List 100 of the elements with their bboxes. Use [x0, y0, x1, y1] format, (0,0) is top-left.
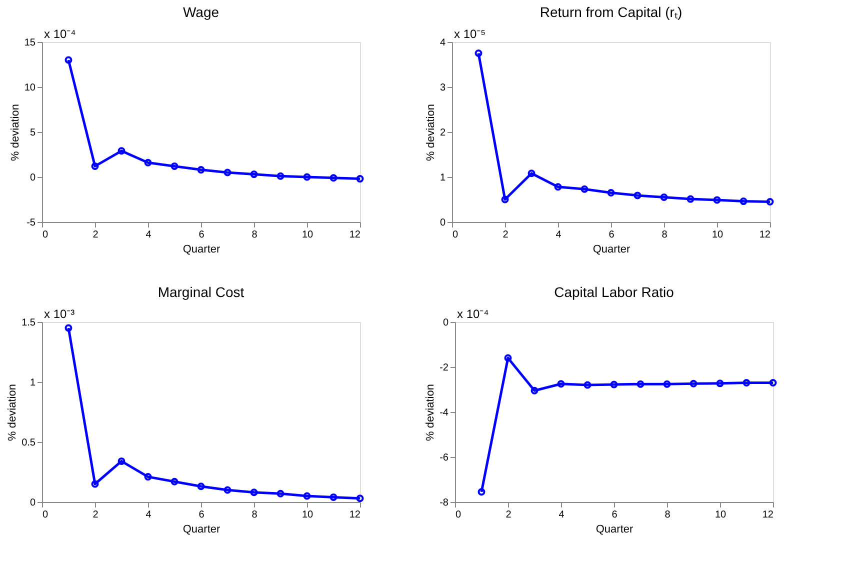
y-tick-label: -4: [440, 408, 449, 418]
text: x 10⁻⁵: [454, 27, 486, 41]
x-tick-label: 8: [252, 230, 258, 240]
point: [197, 482, 205, 490]
x-tick-label: 10: [302, 230, 314, 240]
chart-title: Marginal Cost: [158, 284, 244, 300]
point: [303, 173, 311, 181]
point: [636, 380, 644, 388]
y-tick-label: 5: [30, 128, 36, 138]
point: [276, 172, 284, 180]
point: [170, 478, 178, 486]
x-tick-label: 10: [714, 510, 726, 520]
point: [557, 380, 565, 388]
point: [716, 380, 724, 388]
y-tick-label: 10: [24, 82, 36, 94]
point: [580, 185, 588, 193]
y-axis-title: % deviation: [9, 104, 22, 161]
y-axis-title: % deviation: [424, 384, 437, 441]
x-tick-label: 2: [506, 510, 512, 520]
point: [91, 162, 99, 170]
point: [634, 192, 642, 200]
point: [686, 195, 694, 203]
text: x 10⁻⁴: [44, 27, 76, 41]
x-tick-label: 6: [612, 510, 618, 520]
x-axis-title: Quarter: [596, 524, 634, 536]
point: [250, 488, 258, 496]
point: [663, 380, 671, 388]
text: x 10⁻⁴: [457, 307, 489, 321]
point: [118, 457, 126, 465]
x-tick-label: 2: [502, 230, 509, 240]
y-tick-label: 1: [440, 172, 446, 184]
x-tick-label: 2: [92, 510, 99, 520]
point: [330, 174, 338, 182]
point: [504, 354, 512, 362]
x-tick-label: 4: [556, 230, 562, 240]
x-tick-label: 10: [302, 510, 314, 520]
y-tick-label: 0: [440, 218, 446, 228]
chart-title: Return from Capital (rₜ): [540, 4, 682, 20]
y-tick-label: 1: [30, 378, 36, 388]
point: [197, 166, 205, 174]
point: [303, 492, 311, 500]
point: [170, 162, 178, 170]
x-axis-title: Quarter: [182, 524, 220, 536]
x-axis-title: Quarter: [592, 244, 630, 256]
x-tick-label: 0: [42, 510, 48, 520]
y-tick-label: 1.5: [22, 318, 36, 328]
point: [276, 490, 284, 498]
point: [740, 198, 748, 206]
y-axis-title: % deviation: [6, 384, 19, 441]
x-tick-label: 0: [452, 230, 458, 240]
x-tick-label: 4: [146, 230, 152, 240]
y-tick-label: -2: [440, 362, 449, 374]
x-tick-label: 10: [712, 230, 724, 240]
point: [528, 170, 536, 178]
point: [224, 486, 232, 494]
point: [501, 196, 509, 204]
x-tick-label: 12: [349, 230, 361, 240]
y-tick-label: 0: [30, 498, 36, 508]
point: [610, 380, 618, 388]
point: [742, 379, 750, 386]
point: [118, 147, 126, 155]
point: [584, 381, 592, 389]
x-tick-label: 0: [42, 230, 48, 240]
chart-title: Capital Labor Ratio: [554, 284, 674, 300]
point: [660, 194, 668, 201]
point: [224, 168, 232, 176]
y-tick-label: -6: [440, 452, 449, 464]
x-tick-label: 0: [456, 510, 462, 520]
point: [607, 189, 615, 196]
x-tick-label: 8: [664, 510, 671, 520]
x-tick-label: 8: [662, 230, 668, 240]
point: [330, 493, 338, 501]
point: [554, 183, 562, 191]
x-tick-label: 6: [608, 230, 615, 240]
point: [713, 196, 721, 204]
y-tick-label: 3: [440, 82, 446, 94]
y-tick-label: 15: [24, 38, 36, 48]
x-tick-label: 8: [252, 510, 258, 520]
y-tick-label: -5: [26, 218, 36, 228]
x-tick-label: 12: [762, 510, 774, 520]
x-tick-label: 6: [198, 510, 205, 520]
chart-title: Wage: [182, 4, 220, 20]
point: [530, 386, 538, 394]
point: [250, 170, 258, 178]
point: [91, 480, 99, 488]
x-tick-label: 2: [92, 230, 99, 240]
y-tick-label: 4: [440, 38, 446, 48]
text: x 10⁻³: [44, 307, 75, 321]
x-tick-label: 6: [198, 230, 205, 240]
x-tick-label: 12: [759, 230, 771, 240]
point: [690, 380, 698, 388]
y-tick-label: 2: [440, 128, 446, 138]
point: [144, 158, 152, 166]
y-tick-label: 0.5: [22, 438, 36, 448]
x-axis-title: Quarter: [182, 244, 220, 256]
x-tick-label: 4: [558, 510, 565, 520]
y-tick-label: -8: [440, 498, 449, 508]
y-tick-label: 0: [442, 318, 449, 328]
y-axis-title: % deviation: [424, 104, 437, 161]
y-tick-label: 0: [30, 172, 36, 184]
